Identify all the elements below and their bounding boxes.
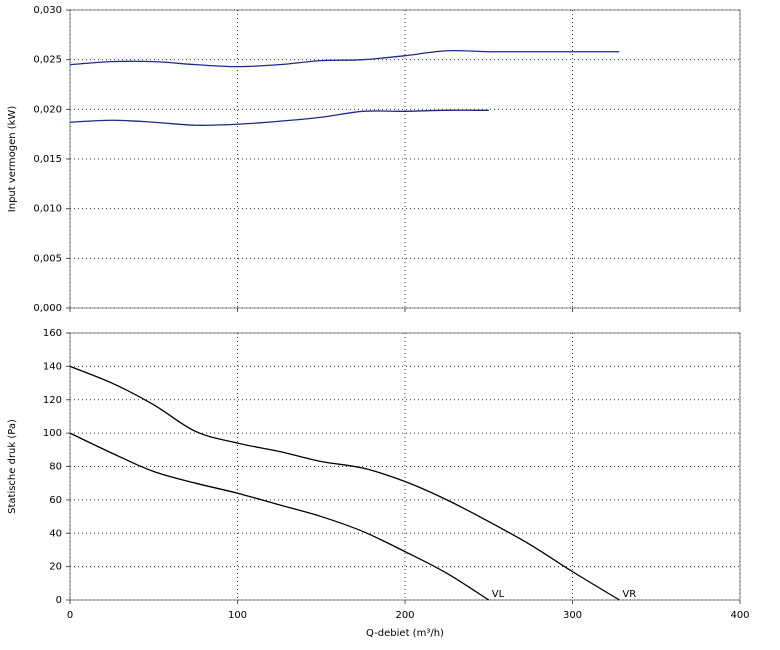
y-tick-label: 0 [56,595,62,606]
x-axis-label: Q-debiet (m³/h) [366,628,444,639]
series-line [69,109,489,126]
y-tick-label: 80 [49,462,62,473]
series-label: VL [492,589,505,600]
x-tick-label: 400 [730,610,749,621]
y-tick-label: 0,015 [33,154,62,165]
y-tick-label: 40 [49,528,62,539]
series-line [69,432,490,601]
x-tick-label: 100 [228,610,247,621]
x-tick-label: 0 [67,610,73,621]
y-axis-label: Input vermogen (kW) [7,106,18,213]
y-axis-label: Statische druk (Pa) [7,419,18,514]
x-tick-label: 300 [563,610,582,621]
series-line [69,365,620,601]
y-tick-label: 0,025 [33,55,62,66]
y-tick-label: 60 [49,495,62,506]
y-tick-label: 0,030 [33,5,62,16]
y-tick-label: 100 [43,428,62,439]
y-tick-label: 120 [43,395,62,406]
y-tick-label: 0,005 [33,253,62,264]
y-tick-label: 20 [49,562,62,573]
x-tick-label: 200 [395,610,414,621]
y-tick-label: 0,000 [33,303,62,314]
series-label: VR [622,589,636,600]
series-line [69,49,620,68]
y-tick-label: 140 [43,361,62,372]
y-tick-label: 0,020 [33,104,62,115]
y-tick-label: 0,010 [33,204,62,215]
y-tick-label: 160 [43,328,62,339]
